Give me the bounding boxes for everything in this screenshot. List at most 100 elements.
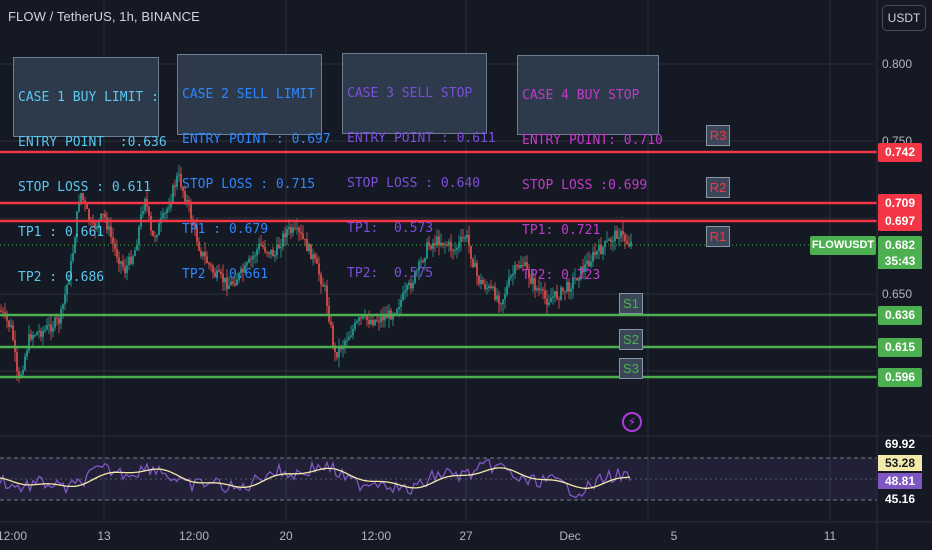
candle-body	[596, 250, 598, 255]
candle-body	[480, 279, 482, 284]
candle-body	[384, 315, 386, 321]
candle-body	[606, 240, 608, 242]
candle-body	[258, 243, 260, 250]
case-4-line-1: CASE 4 BUY STOP	[522, 88, 640, 103]
candle-body	[370, 320, 372, 325]
candle-body	[594, 252, 596, 255]
candle-body	[278, 244, 280, 249]
time-tick: 27	[459, 529, 473, 543]
price-tick: 0.650	[882, 287, 913, 301]
case-2-box: CASE 2 SELL LIMIT ENTRY POINT : 0.697 ST…	[177, 54, 331, 282]
candle-body	[462, 237, 464, 239]
candle-body	[26, 350, 28, 357]
price-tick: 0.800	[882, 57, 913, 71]
candle-body	[570, 288, 572, 292]
time-tick: Dec	[559, 529, 581, 543]
candle-body	[562, 287, 564, 291]
candle-body	[62, 304, 64, 310]
time-tick: 11	[823, 529, 837, 543]
candle-body	[510, 275, 512, 278]
candle-body	[106, 217, 108, 230]
candle-body	[368, 320, 370, 325]
candle-body	[114, 243, 116, 249]
candle-body	[486, 288, 488, 290]
candle-body	[32, 335, 34, 340]
candle-body	[148, 206, 150, 216]
case-3-line-1: CASE 3 SELL STOP	[347, 86, 473, 101]
candle-body	[366, 315, 368, 321]
candle-body	[82, 193, 84, 200]
candle-body	[196, 226, 198, 242]
candle-body	[404, 290, 406, 293]
level-label-s1: S1	[619, 293, 643, 314]
candle-body	[244, 265, 246, 273]
time-tick: 13	[97, 529, 111, 543]
rsi-lower-tag: 45.16	[878, 491, 922, 507]
candle-body	[436, 236, 438, 246]
candle-body	[230, 281, 232, 286]
candle-body	[356, 320, 358, 323]
candle-body	[350, 335, 352, 337]
candle-body	[466, 234, 468, 238]
candle-body	[144, 198, 146, 211]
candle-body	[112, 237, 114, 244]
candle-body	[498, 295, 500, 304]
candle-body	[134, 250, 136, 257]
candle-body	[618, 237, 620, 239]
candle-body	[588, 260, 590, 267]
candle-body	[334, 345, 336, 352]
candle-body	[72, 253, 74, 261]
rsi-ma-tag: 53.28	[878, 455, 922, 471]
candle-body	[488, 285, 490, 289]
case-3-line-2: ENTRY POINT : 0.611	[347, 131, 496, 146]
candle-body	[290, 227, 292, 233]
candle-body	[124, 266, 126, 274]
candle-body	[530, 278, 532, 284]
candle-body	[508, 277, 510, 286]
candle-body	[190, 204, 192, 220]
candle-body	[494, 286, 496, 300]
candle-body	[246, 262, 248, 266]
price-tag-s3: 0.596	[878, 368, 922, 387]
candle-body	[66, 284, 68, 295]
candle-body	[284, 233, 286, 238]
candle-body	[354, 322, 356, 329]
lightning-icon[interactable]: ⚡	[622, 412, 642, 432]
candle-body	[408, 282, 410, 286]
candle-body	[242, 268, 244, 273]
symbol-title[interactable]: FLOW / TetherUS, 1h, BINANCE	[8, 9, 200, 24]
candle-body	[68, 279, 70, 285]
candle-body	[102, 213, 104, 215]
candle-body	[590, 261, 592, 267]
candle-body	[504, 294, 506, 300]
candle-body	[222, 274, 224, 283]
case-3-line-5: TP2: 0.575	[347, 266, 434, 281]
candle-body	[442, 242, 444, 246]
candle-body	[476, 262, 478, 276]
candle-body	[622, 231, 624, 235]
candle-body	[434, 243, 436, 246]
candle-body	[38, 330, 40, 333]
candle-body	[118, 257, 120, 264]
candle-body	[474, 262, 476, 267]
time-tick: 5	[670, 529, 678, 543]
candle-body	[76, 211, 78, 238]
candle-body	[482, 279, 484, 285]
candle-body	[320, 274, 322, 285]
candle-body	[294, 227, 296, 229]
candle-body	[310, 244, 312, 260]
candle-body	[452, 249, 454, 251]
candle-body	[524, 262, 526, 266]
candle-body	[314, 254, 316, 259]
case-1-box: CASE 1 BUY LIMIT : ENTRY POINT :0.636 ST…	[13, 57, 167, 285]
candle-body	[96, 226, 98, 230]
candle-body	[514, 265, 516, 274]
candle-body	[302, 233, 304, 239]
currency-button[interactable]: USDT	[882, 5, 926, 31]
candle-body	[250, 258, 252, 260]
candle-body	[56, 317, 58, 319]
candle-body	[228, 285, 230, 289]
candle-body	[202, 251, 204, 257]
candle-body	[308, 244, 310, 252]
